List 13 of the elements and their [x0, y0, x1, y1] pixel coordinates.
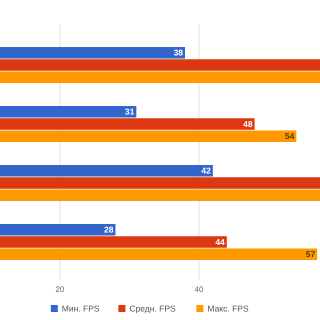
x-tick-label: 40	[194, 285, 204, 294]
data-label: 42	[201, 166, 212, 176]
data-label: 31	[124, 106, 135, 117]
data-label: 54	[284, 131, 295, 142]
legend-label: Средн. FPS	[129, 303, 176, 314]
data-label: 38	[174, 48, 184, 58]
legend-label: Мин. FPS	[62, 303, 100, 314]
x-tick-label: 20	[55, 285, 65, 294]
data-label: 28	[104, 224, 114, 235]
legend-label: Макс. FPS	[207, 303, 249, 314]
data-label: 57	[306, 249, 316, 260]
data-label: 48	[243, 118, 253, 129]
data-label: 44	[215, 236, 226, 247]
